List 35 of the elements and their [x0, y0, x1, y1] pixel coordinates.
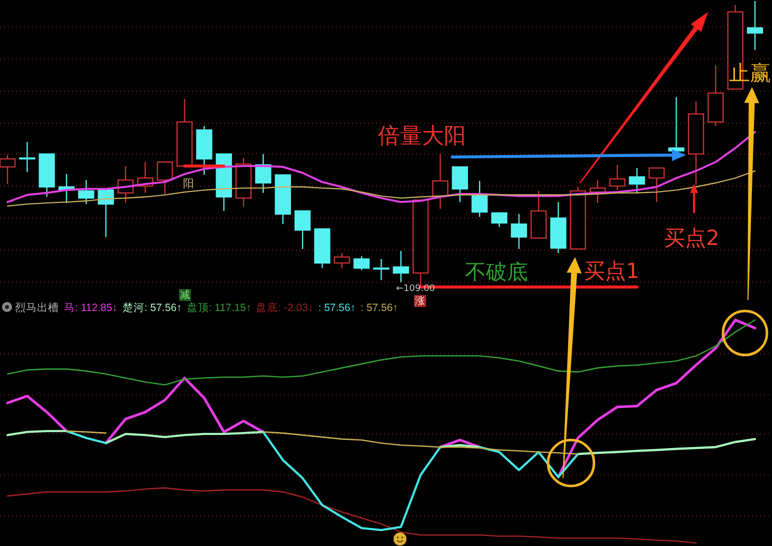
candlestick	[354, 256, 370, 271]
candlestick	[78, 179, 94, 205]
annotation: 倍量大阳	[378, 124, 466, 149]
candlestick	[491, 212, 508, 228]
annotation: 不破底	[465, 260, 528, 284]
candlestick	[373, 258, 390, 281]
annotation: 阳	[183, 177, 194, 190]
candlestick	[746, 0, 764, 51]
annotation: ←109.00	[396, 284, 436, 294]
text: 减	[180, 289, 190, 301]
candlestick	[472, 180, 488, 218]
candlestick	[628, 167, 646, 194]
candlestick	[334, 252, 350, 269]
text: : 57.56↑	[318, 302, 356, 314]
candlestick	[510, 213, 528, 250]
candlestick	[294, 210, 311, 250]
text: 盘底: -2.03↓	[256, 301, 314, 314]
text: 盘顶: 117.15↑	[186, 302, 252, 314]
candlestick	[668, 96, 684, 152]
candlestick	[432, 153, 448, 210]
text: 涨	[415, 295, 425, 307]
candlestick	[19, 141, 36, 173]
text: : 57.56↑	[360, 302, 398, 314]
text: 马: 112.85↓	[64, 302, 118, 314]
candlestick	[0, 154, 16, 185]
text: 楚河: 57.56↑	[122, 301, 182, 314]
chart-title: 烈马出槽	[15, 301, 59, 314]
annotation: 买点2	[664, 226, 720, 250]
candlestick	[648, 167, 665, 203]
candlestick	[255, 153, 272, 194]
candlestick	[609, 164, 626, 191]
candlestick	[156, 161, 173, 195]
candlestick	[452, 166, 468, 203]
candlestick	[392, 250, 409, 283]
annotation: 买点1	[584, 259, 640, 283]
